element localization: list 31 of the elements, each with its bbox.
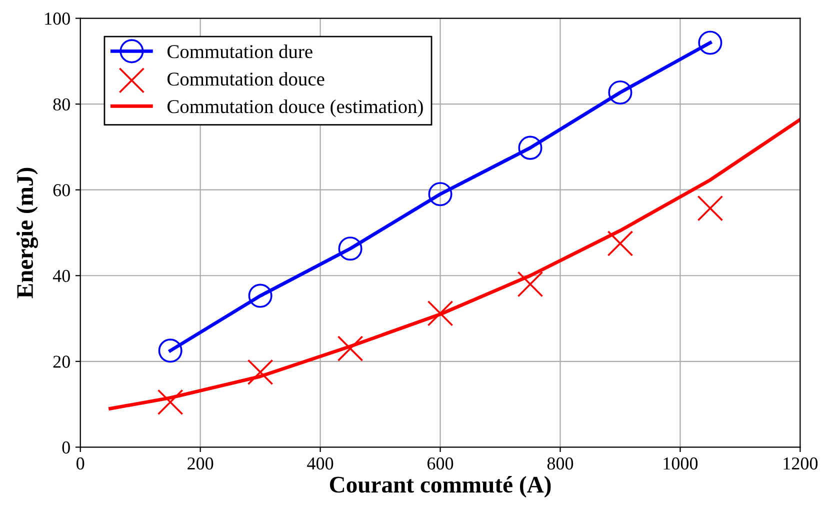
legend-label: Commutation douce (estimation) [167,99,423,118]
y-tick-label: 60 [53,184,70,196]
x-tick-label: 400 [307,457,334,470]
y-tick-label: 40 [52,270,70,282]
x-tick-label: 800 [547,457,574,470]
point [518,136,542,160]
point [157,389,184,416]
legend-label: Commutation dure [167,44,312,58]
x-tick-label: 1000 [664,457,698,470]
point [338,236,362,261]
point [698,30,722,55]
y-axis-title: Energie (mJ) [16,168,38,298]
point [428,182,452,206]
point [608,80,632,105]
x-tick-label: 1200 [784,457,818,470]
point [517,271,544,298]
x-tick-label: 200 [188,457,214,470]
point [697,195,724,222]
y-tick-label: 0 [62,441,70,454]
y-tick-label: 80 [53,98,70,111]
y-tick-label: 20 [53,356,70,368]
point [248,284,272,308]
x-tick-label: 0 [76,457,84,470]
x-axis-title: Courant commuté (A) [330,476,551,498]
point [247,359,274,386]
legend-label: Commutation douce [167,72,324,86]
point [607,230,634,256]
x-tick-label: 600 [427,457,454,470]
y-tick-label: 100 [45,12,70,25]
point [337,336,364,362]
point [158,338,182,363]
